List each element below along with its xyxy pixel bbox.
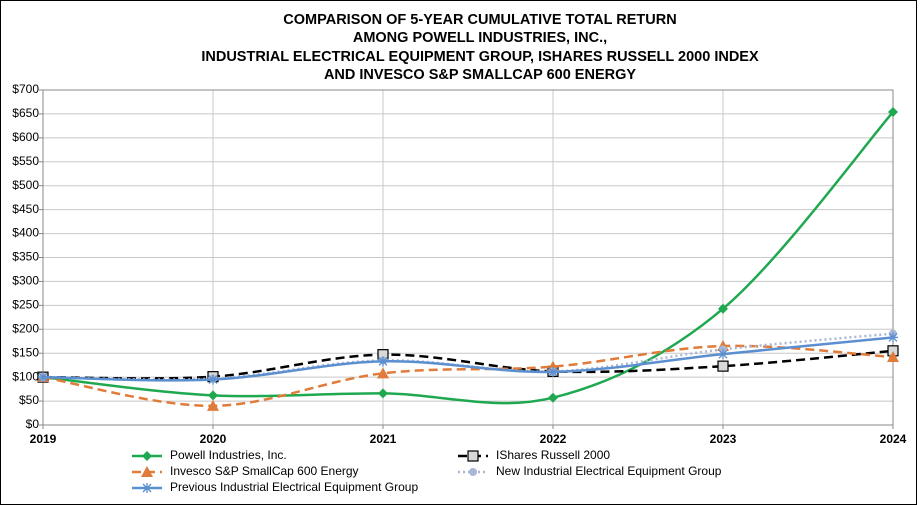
y-tick-label: $100 bbox=[12, 369, 39, 383]
x-tick-label: 2020 bbox=[200, 432, 227, 446]
y-tick-label: $600 bbox=[12, 130, 39, 144]
y-tick-label: $250 bbox=[12, 298, 39, 312]
y-tick-label: $200 bbox=[12, 321, 39, 335]
marker bbox=[378, 356, 388, 367]
x-tick-label: 2021 bbox=[370, 432, 397, 446]
marker bbox=[378, 388, 388, 399]
marker bbox=[548, 392, 558, 403]
legend-label: New Industrial Electrical Equipment Grou… bbox=[496, 464, 722, 478]
chart-title: AMONG POWELL INDUSTRIES, INC., bbox=[353, 30, 607, 46]
y-tick-label: $0 bbox=[26, 417, 40, 431]
x-tick-label: 2022 bbox=[540, 432, 567, 446]
legend-item: Invesco S&P SmallCap 600 Energy bbox=[132, 464, 359, 478]
legend-label: Previous Industrial Electrical Equipment… bbox=[170, 480, 418, 494]
chart-title: COMPARISON OF 5-YEAR CUMULATIVE TOTAL RE… bbox=[283, 12, 676, 28]
legend-label: IShares Russell 2000 bbox=[496, 448, 610, 462]
legend-marker bbox=[467, 450, 479, 462]
legend-marker bbox=[142, 451, 152, 461]
legend-item: IShares Russell 2000 bbox=[458, 448, 610, 462]
legend-marker bbox=[142, 483, 152, 493]
legend-item: New Industrial Electrical Equipment Grou… bbox=[458, 464, 722, 478]
y-tick-label: $150 bbox=[12, 345, 39, 359]
x-tick-label: 2019 bbox=[30, 432, 57, 446]
y-tick-label: $300 bbox=[12, 274, 39, 288]
y-tick-label: $350 bbox=[12, 250, 39, 264]
legend-item: Previous Industrial Electrical Equipment… bbox=[132, 480, 418, 494]
series-line bbox=[42, 111, 894, 405]
marker bbox=[717, 360, 729, 372]
y-tick-label: $50 bbox=[19, 393, 39, 407]
legend-item: Powell Industries, Inc. bbox=[132, 448, 287, 462]
y-tick-label: $500 bbox=[12, 178, 39, 192]
marker bbox=[888, 332, 898, 343]
series-line bbox=[42, 349, 894, 380]
marker bbox=[718, 349, 728, 360]
marker bbox=[548, 366, 558, 377]
marker bbox=[888, 107, 898, 118]
chart-title: INDUSTRIAL ELECTRICAL EQUIPMENT GROUP, I… bbox=[201, 49, 759, 65]
x-tick-label: 2023 bbox=[710, 432, 737, 446]
marker bbox=[208, 374, 218, 385]
marker bbox=[718, 303, 728, 314]
marker bbox=[207, 399, 219, 411]
marker bbox=[38, 372, 48, 383]
marker bbox=[208, 390, 218, 401]
y-tick-label: $700 bbox=[12, 82, 39, 96]
legend-label: Invesco S&P SmallCap 600 Energy bbox=[170, 464, 359, 478]
marker bbox=[377, 367, 389, 379]
chart-title: AND INVESCO S&P SMALLCAP 600 ENERGY bbox=[324, 67, 636, 83]
series-line bbox=[42, 336, 894, 382]
y-tick-label: $550 bbox=[12, 154, 39, 168]
legend-label: Powell Industries, Inc. bbox=[170, 448, 287, 462]
legend-marker bbox=[469, 468, 477, 476]
legend-marker bbox=[141, 466, 153, 477]
y-tick-label: $400 bbox=[12, 226, 39, 240]
x-tick-label: 2024 bbox=[880, 432, 907, 446]
y-tick-label: $450 bbox=[12, 202, 39, 216]
plot-border bbox=[42, 89, 894, 426]
y-tick-label: $650 bbox=[12, 106, 39, 120]
marker bbox=[887, 351, 899, 363]
